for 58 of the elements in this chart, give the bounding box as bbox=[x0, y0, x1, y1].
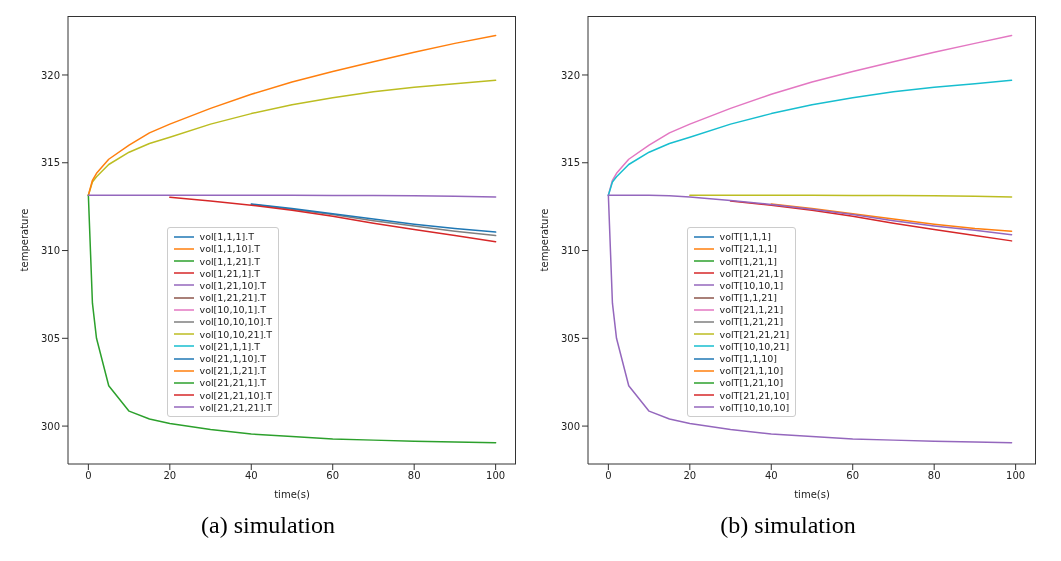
text: (b) simulation bbox=[719, 512, 857, 539]
legend-label: volT[21,1,21] bbox=[719, 304, 784, 316]
y-tick-label: 320 bbox=[560, 69, 580, 81]
legend-label: vol[10,10,10].T bbox=[199, 316, 273, 328]
y-tick-label: 300 bbox=[40, 420, 60, 432]
legend-label: volT[10,10,1] bbox=[719, 279, 784, 291]
legend-label: volT[21,21,1] bbox=[719, 267, 784, 279]
legend-label: vol[1,1,10].T bbox=[199, 243, 261, 255]
legend-label: vol[21,21,21].T bbox=[199, 401, 273, 413]
legend-label: volT[21,1,10] bbox=[719, 365, 784, 377]
x-axis-title: time(s) bbox=[274, 489, 310, 500]
x-tick-label: 100 bbox=[1006, 470, 1026, 482]
x-tick-label: 40 bbox=[244, 470, 258, 482]
y-tick-label: 315 bbox=[560, 157, 580, 169]
x-axis-title: time(s) bbox=[794, 489, 830, 500]
y-tick-label: 310 bbox=[560, 245, 580, 257]
legend-label: volT[21,21,10] bbox=[719, 389, 790, 401]
x-tick-label: 60 bbox=[326, 470, 340, 482]
y-tick-label: 320 bbox=[40, 69, 60, 81]
legend-label: volT[21,21,21] bbox=[719, 328, 790, 340]
y-tick-label: 305 bbox=[560, 332, 580, 344]
x-tick-label: 20 bbox=[163, 470, 177, 482]
x-tick-label: 40 bbox=[764, 470, 778, 482]
legend-label: volT[1,1,21] bbox=[719, 292, 778, 304]
legend-label: volT[21,1,1] bbox=[719, 243, 778, 255]
legend-label: volT[1,21,21] bbox=[719, 316, 784, 328]
text: (a) simulation bbox=[200, 512, 336, 539]
legend-label: vol[21,1,10].T bbox=[199, 353, 267, 365]
x-tick-label: 0 bbox=[605, 470, 612, 482]
legend-label: vol[21,21,1].T bbox=[199, 377, 267, 389]
x-tick-label: 60 bbox=[846, 470, 860, 482]
legend-label: vol[1,1,1].T bbox=[199, 231, 255, 243]
legend-label: volT[10,10,21] bbox=[719, 340, 790, 352]
y-tick-label: 305 bbox=[40, 332, 60, 344]
legend-label: volT[10,10,10] bbox=[719, 401, 790, 413]
legend-label: vol[1,21,21].T bbox=[199, 292, 267, 304]
x-tick-label: 20 bbox=[683, 470, 697, 482]
x-tick-label: 80 bbox=[927, 470, 941, 482]
legend-label: vol[10,10,1].T bbox=[199, 304, 267, 316]
legend-label: vol[1,21,10].T bbox=[199, 279, 267, 291]
legend-label: volT[1,1,10] bbox=[719, 353, 778, 365]
y-tick-label: 310 bbox=[40, 245, 60, 257]
y-axis-title: temperature bbox=[538, 208, 550, 272]
x-tick-label: 0 bbox=[85, 470, 92, 482]
legend-label: vol[21,21,10].T bbox=[199, 389, 273, 401]
y-tick-label: 315 bbox=[40, 157, 60, 169]
x-tick-label: 80 bbox=[407, 470, 421, 482]
y-tick-label: 300 bbox=[560, 420, 580, 432]
y-axis-title: temperature bbox=[18, 208, 30, 272]
x-tick-label: 100 bbox=[486, 470, 506, 482]
legend-label: vol[21,1,1].T bbox=[199, 340, 261, 352]
legend-label: vol[21,1,21].T bbox=[199, 365, 267, 377]
legend-label: volT[1,1,1] bbox=[719, 231, 772, 243]
legend-label: vol[1,1,21].T bbox=[199, 255, 261, 267]
legend-label: vol[1,21,1].T bbox=[199, 267, 261, 279]
legend-label: volT[1,21,1] bbox=[719, 255, 778, 267]
legend-label: vol[10,10,21].T bbox=[199, 328, 273, 340]
legend-label: volT[1,21,10] bbox=[719, 377, 784, 389]
